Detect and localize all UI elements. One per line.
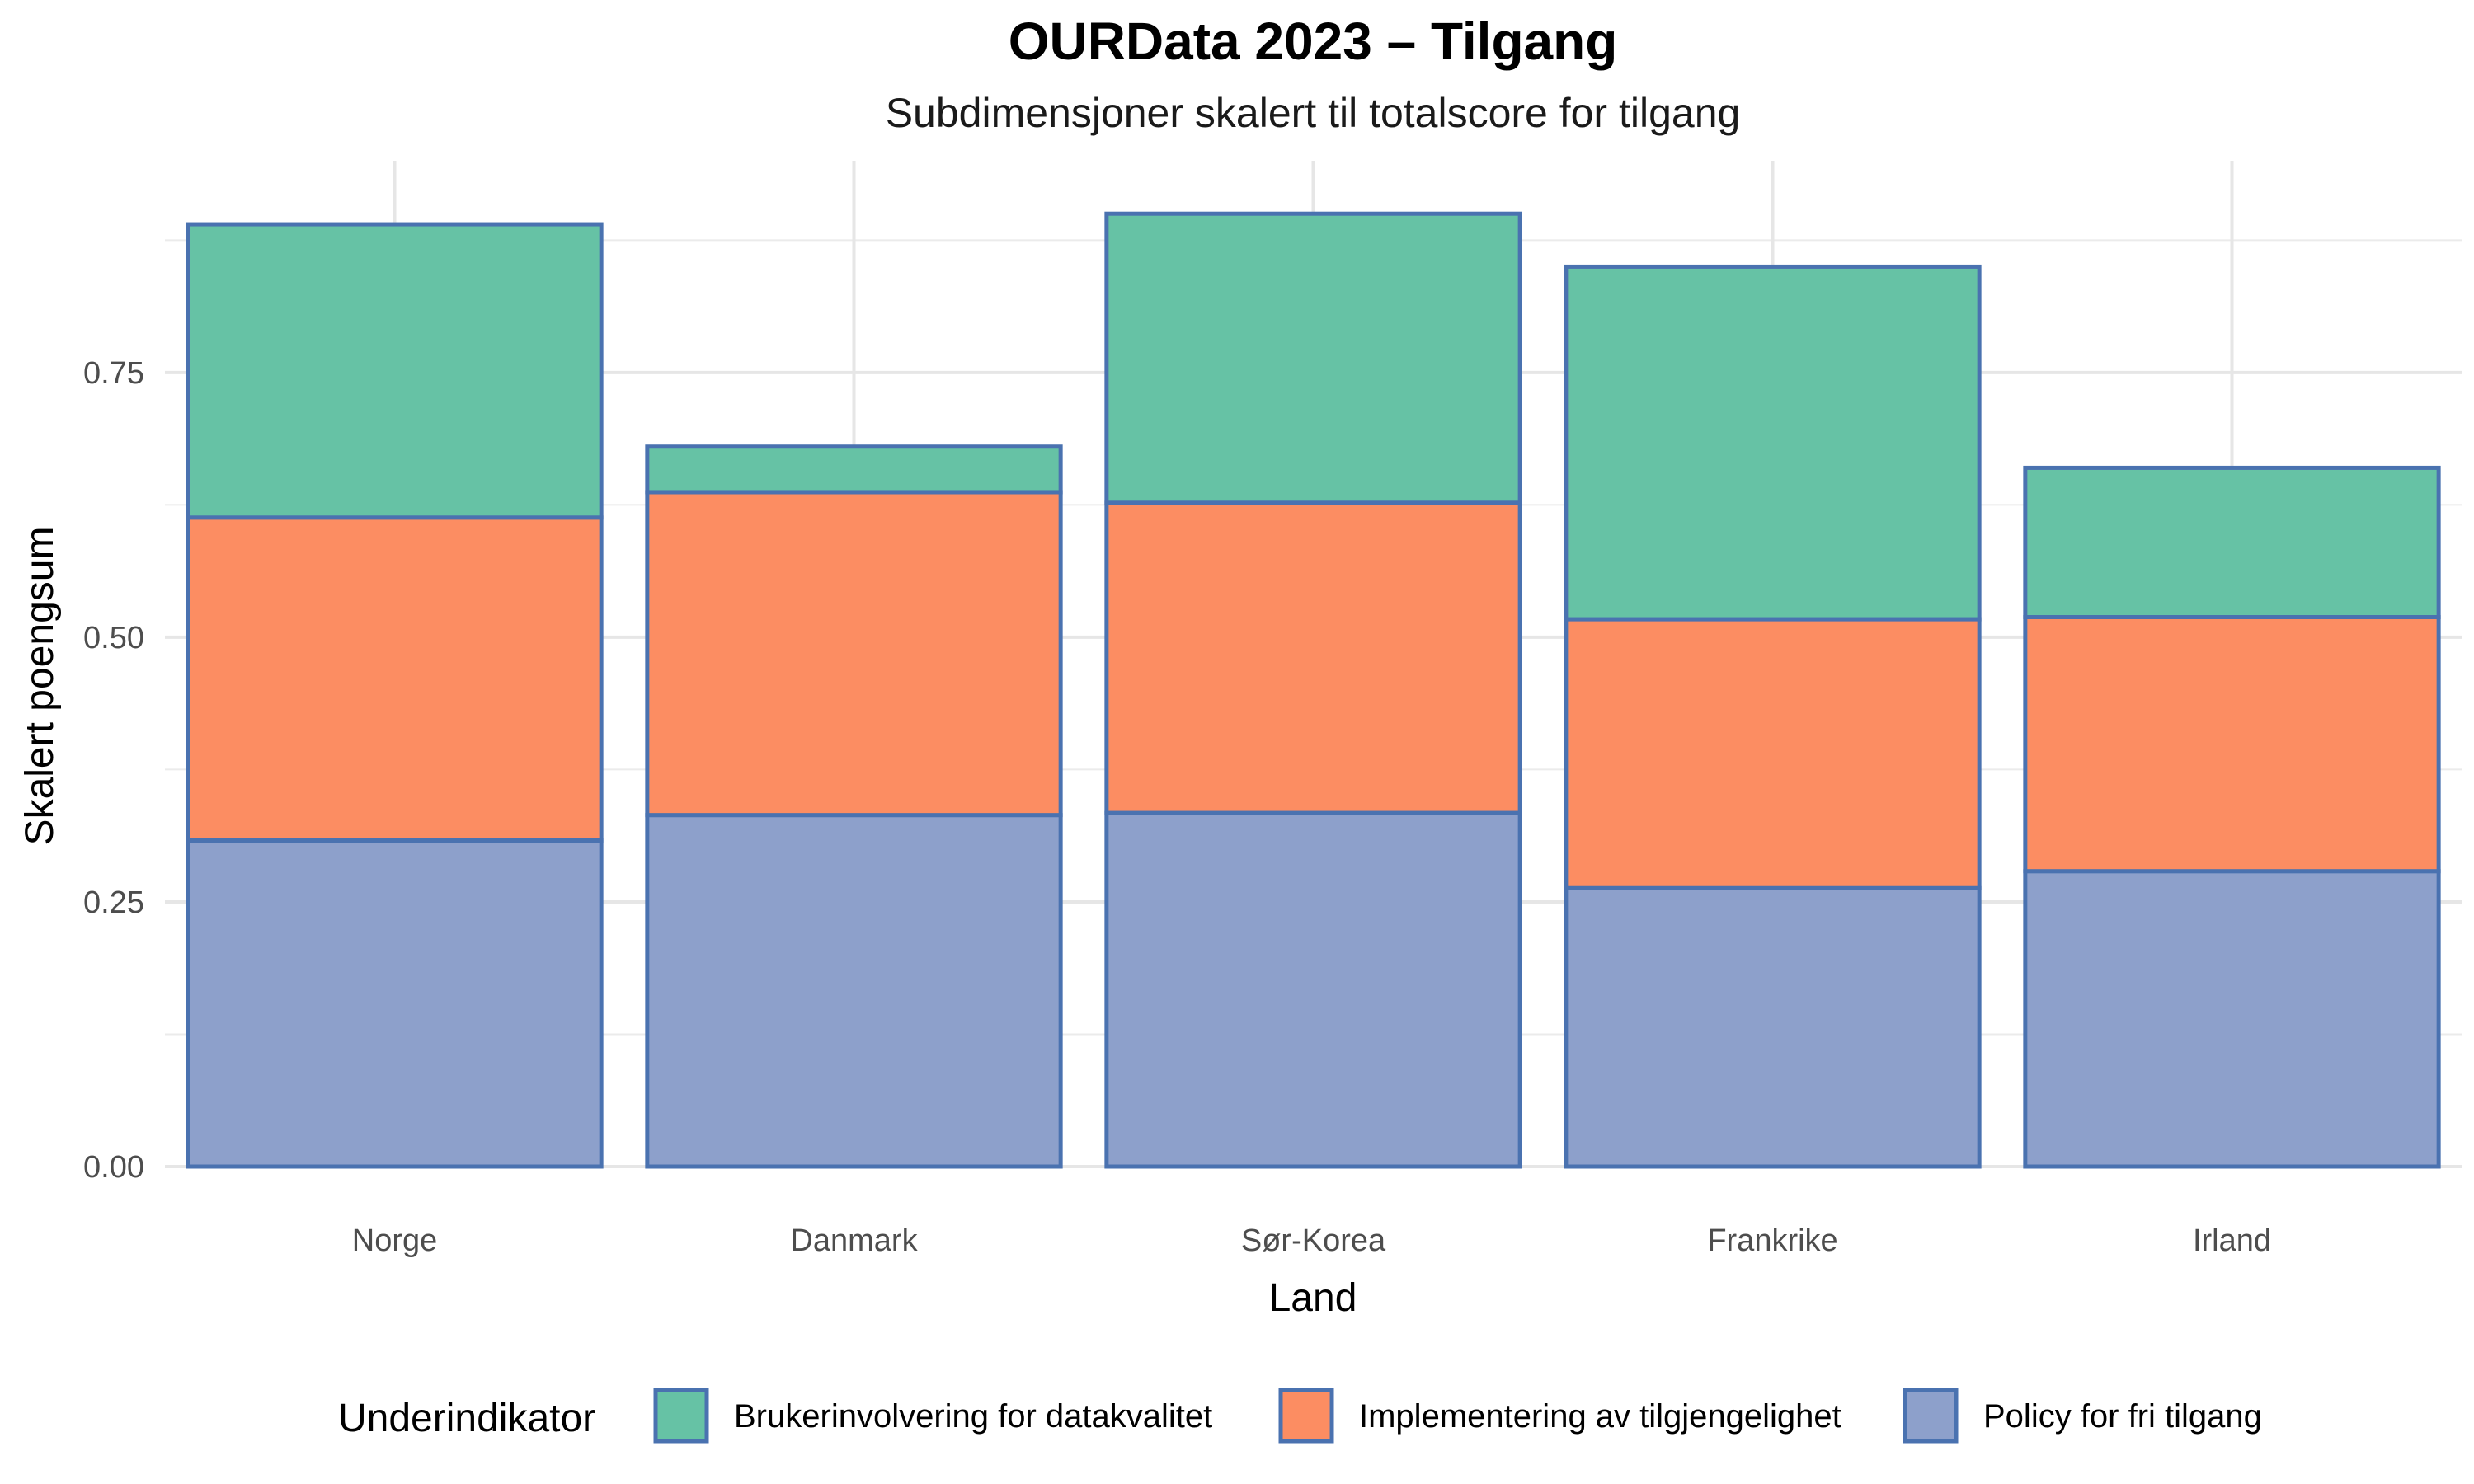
x-tick-label: Irland [2193,1223,2271,1258]
y-tick-label: 0.75 [83,356,144,391]
bar-segment [645,813,1063,1169]
x-tick-label: Norge [352,1223,438,1258]
x-tick-label: Sør-Korea [1241,1223,1386,1258]
legend-swatch [653,1388,709,1444]
legend-entry-label: Policy for fri tilgang [1983,1398,2262,1435]
bar-segment [1564,885,1982,1169]
legend-entry-label: Implementering av tilgjengelighet [1359,1398,1841,1435]
bars [186,211,2441,1169]
x-tick-label: Frankrike [1707,1223,1837,1258]
chart-title: OURData 2023 – Tilgang [1009,12,1618,71]
bar-segment [1564,617,1982,890]
x-axis-ticks: Norge Danmark Sør-Korea Frankrike Irland [352,1223,2271,1258]
x-axis-label: Land [1269,1276,1357,1320]
bar-segment [645,444,1063,495]
bar-segment [1104,810,1522,1169]
x-tick-label: Danmark [790,1223,918,1258]
y-axis-ticks: 0.00 0.25 0.50 0.75 [83,356,144,1185]
legend: Underindikator Brukerinvolvering for dat… [338,1388,2262,1444]
bar-segment [186,515,604,843]
y-axis-label: Skalert poengsum [18,527,62,846]
y-tick-label: 0.50 [83,621,144,655]
bar-segment [2023,465,2441,619]
bar-segment [2023,869,2441,1169]
y-tick-label: 0.25 [83,885,144,920]
legend-entry-label: Brukerinvolvering for datakvalitet [734,1398,1212,1435]
y-tick-label: 0.00 [83,1150,144,1185]
bar-segment [1104,500,1522,815]
bar-segment [645,490,1063,818]
bar-segment [1104,211,1522,505]
bar-segment [186,222,604,520]
bar-segment [2023,614,2441,874]
chart-subtitle: Subdimensjoner skalert til totalscore fo… [886,90,1741,136]
legend-swatch [1903,1388,1959,1444]
legend-title: Underindikator [338,1397,595,1440]
legend-swatch [1278,1388,1334,1444]
bar-segment [1564,264,1982,622]
bar-segment [186,838,604,1169]
